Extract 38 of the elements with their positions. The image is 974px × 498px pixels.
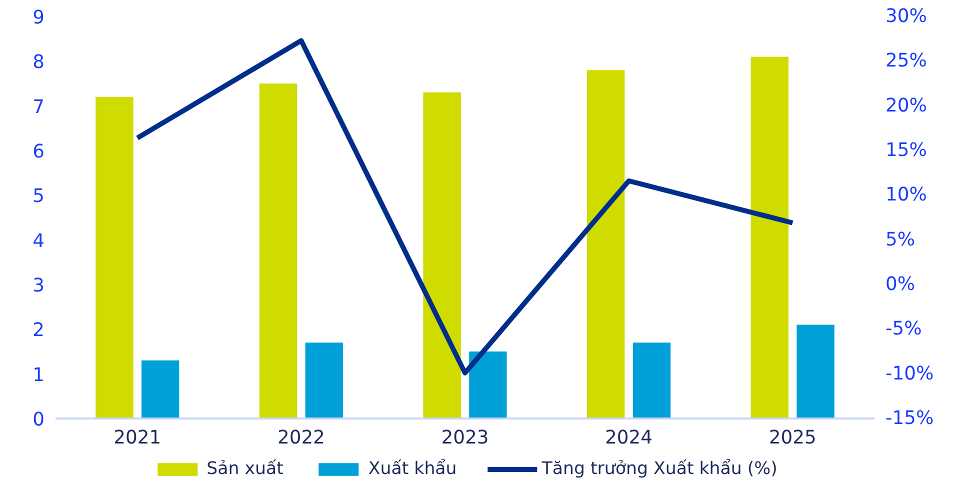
x-tick-label: 2024	[605, 428, 653, 448]
y2-tick-label: 25%	[886, 50, 927, 72]
bar	[587, 70, 625, 418]
bar	[750, 56, 789, 418]
y-tick-label: 4	[32, 230, 45, 252]
y-tick-label: 9	[32, 8, 45, 28]
y2-tick-label: 10%	[886, 184, 927, 206]
y2-tick-label: 30%	[886, 6, 927, 27]
x-tick-label: 2025	[768, 428, 816, 448]
y2-tick-label: -5%	[886, 318, 922, 340]
x-tick-label: 2022	[277, 428, 325, 448]
y-tick-label: 7	[32, 96, 45, 118]
x-tick-label: 2021	[114, 428, 162, 448]
y2-tick-label: 0%	[886, 274, 916, 295]
x-tick-label: 2023	[441, 428, 489, 448]
y-tick-label: 5	[32, 186, 45, 208]
bar	[305, 342, 343, 418]
bar	[96, 96, 134, 418]
bar	[423, 92, 461, 418]
y2-tick-label: 5%	[886, 229, 916, 250]
y-tick-label: 3	[32, 276, 45, 296]
bar	[259, 84, 298, 418]
y-tick-label: 2	[32, 320, 45, 342]
bar	[796, 324, 834, 418]
bar	[632, 342, 671, 418]
legend-label: Tăng trưởng Xuất khẩu (%)	[542, 459, 778, 479]
bar	[469, 352, 507, 418]
y2-tick-label: -15%	[886, 408, 934, 429]
y-tick-label: 0	[32, 410, 45, 430]
legend-label: Sản xuất	[206, 459, 284, 479]
y-tick-label: 1	[32, 364, 45, 386]
legend-label: Xuất khẩu	[368, 459, 457, 479]
y-tick-label: 8	[32, 52, 45, 74]
y2-tick-label: -10%	[886, 363, 934, 384]
y-tick-label: 6	[32, 142, 45, 162]
bar	[141, 360, 180, 418]
y2-tick-label: 20%	[886, 95, 927, 116]
y2-tick-label: 15%	[886, 140, 927, 161]
